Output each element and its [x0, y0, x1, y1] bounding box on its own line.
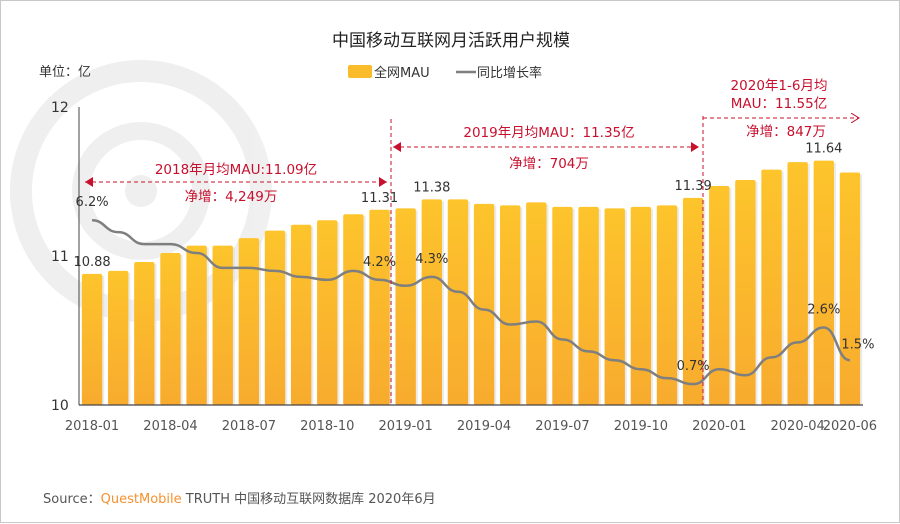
y-tick-label: 11	[51, 249, 69, 265]
x-tick-label: 2019-04	[457, 419, 511, 434]
bar-2020-05	[813, 160, 834, 405]
annotation-2019-avg: 2019年月均MAU：11.35亿	[463, 125, 634, 141]
bar-2019-05	[500, 205, 521, 405]
annotations: 2018年月均MAU:11.09亿 净增：4,249万 2019年月均MAU：1…	[85, 78, 859, 405]
bar-2018-04	[160, 253, 181, 405]
bar-2018-12	[369, 209, 390, 405]
source-brand: QuestMobile	[101, 492, 182, 507]
unit-label: 单位：亿	[39, 65, 91, 80]
bar-2019-09	[604, 208, 625, 405]
bar-2018-03	[134, 261, 155, 405]
bar-2019-01	[395, 208, 416, 405]
bar-2019-08	[578, 206, 599, 405]
legend-label-growth: 同比增长率	[477, 65, 542, 81]
x-tick-label: 2019-07	[535, 419, 589, 434]
bar-value-label: 11.64	[805, 142, 842, 157]
legend-swatch-mau	[348, 65, 372, 78]
y-tick-label: 12	[51, 100, 69, 116]
bar-value-label: 11.39	[675, 179, 712, 194]
bar-2019-06	[526, 202, 547, 405]
bar-2020-03	[761, 169, 782, 405]
bar-2019-03	[447, 199, 469, 405]
bar-value-label: 10.88	[73, 255, 110, 270]
growth-value-label: 0.7%	[677, 359, 710, 374]
bar-2018-08	[264, 230, 286, 405]
bar-2018-06	[212, 245, 233, 405]
bar-2019-10	[630, 206, 652, 405]
bar-2018-09	[290, 224, 312, 405]
x-tick-label: 2020-01	[692, 419, 746, 434]
annotation-2018-avg: 2018年月均MAU:11.09亿	[155, 162, 317, 178]
x-tick-label: 2020-06	[823, 419, 877, 434]
growth-value-label: 4.2%	[363, 255, 396, 270]
legend: 全网MAU 同比增长率	[348, 65, 542, 81]
annotation-2018-net: 净增：4,249万	[185, 189, 278, 205]
x-tick-label: 2018-01	[65, 419, 119, 434]
source-note: Source：QuestMobile TRUTH 中国移动互联网数据库 2020…	[43, 491, 436, 507]
bar-2018-07	[238, 238, 260, 405]
bar-2019-11	[656, 205, 678, 405]
bar-2020-01	[709, 185, 730, 405]
growth-value-label: 6.2%	[76, 195, 109, 210]
chart-title: 中国移动互联网月活跃用户规模	[332, 31, 570, 51]
bar-2019-07	[552, 206, 573, 405]
annotation-2020-net: 净增：847万	[746, 124, 826, 140]
bar-2018-02	[108, 270, 129, 405]
source-rest: TRUTH 中国移动互联网数据库 2020年6月	[182, 491, 436, 507]
bar-2018-01	[81, 273, 103, 405]
x-tick-label: 2018-07	[222, 419, 276, 434]
bar-value-label: 11.38	[413, 180, 450, 195]
growth-value-label: 2.6%	[807, 303, 840, 318]
bar-2019-04	[473, 203, 495, 405]
bar-2019-12	[682, 197, 704, 405]
bar-2019-02	[421, 199, 442, 405]
growth-value-label: 1.5%	[841, 337, 874, 352]
growth-value-label: 4.3%	[415, 252, 448, 267]
x-tick-label: 2019-10	[614, 419, 668, 434]
bar-2018-10	[317, 220, 338, 405]
legend-label-mau: 全网MAU	[374, 65, 430, 81]
x-tick-label: 2018-10	[300, 419, 354, 434]
bar-2018-05	[186, 245, 207, 405]
x-tick-label: 2019-01	[379, 419, 433, 434]
source-prefix: Source：	[43, 492, 101, 507]
growth-rate-line	[91, 218, 851, 386]
x-tick-label: 2018-04	[143, 419, 197, 434]
bar-2020-06	[839, 172, 861, 405]
annotation-2019-net: 净增：704万	[509, 156, 589, 172]
annotation-2020-avg-line1: 2020年1-6月均	[731, 78, 828, 94]
bar-2020-04	[787, 162, 808, 405]
annotation-2020-avg-line2: MAU：11.55亿	[731, 96, 827, 112]
y-tick-label: 10	[51, 398, 69, 414]
bar-2018-11	[343, 214, 364, 405]
x-tick-label: 2020-04	[771, 419, 825, 434]
bar-value-label: 11.31	[361, 191, 398, 206]
bar-2020-02	[735, 180, 756, 405]
